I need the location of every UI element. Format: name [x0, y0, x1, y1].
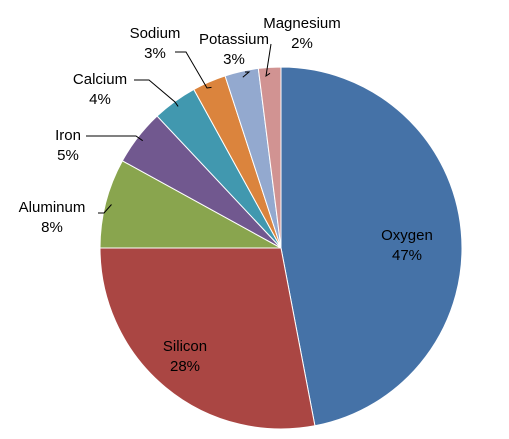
category-label-oxygen: Oxygen	[381, 227, 433, 244]
value-label-silicon: 28%	[170, 358, 200, 375]
pie-slice-oxygen	[280, 66, 463, 427]
value-label-calcium: 4%	[89, 91, 111, 108]
pie-slice-magnesium	[257, 66, 282, 249]
leader-line-sodium	[175, 51, 212, 89]
leader-line-aluminum	[98, 204, 112, 214]
value-label-potassium: 3%	[223, 51, 245, 68]
category-label-potassium: Potassium	[199, 31, 269, 48]
pie-slice-aluminum	[99, 160, 282, 249]
value-label-aluminum: 8%	[41, 219, 63, 236]
category-label-aluminum: Aluminum	[19, 199, 86, 216]
value-label-sodium: 3%	[144, 45, 166, 62]
leader-line-magnesium	[265, 43, 272, 78]
leader-line-calcium	[134, 79, 179, 107]
leader-lines	[86, 43, 272, 214]
leader-line-iron	[86, 135, 143, 142]
category-label-magnesium: Magnesium	[263, 15, 341, 32]
value-label-oxygen: 47%	[392, 247, 422, 264]
pie-slice-silicon	[99, 247, 316, 430]
category-label-iron: Iron	[55, 127, 81, 144]
value-label-iron: 5%	[57, 147, 79, 164]
value-label-magnesium: 2%	[291, 35, 313, 52]
category-label-calcium: Calcium	[73, 71, 127, 88]
leader-line-potassium	[242, 71, 251, 78]
data-labels: Oxygen 47% Silicon 28% Aluminum 8% Iron 5% Calci…	[19, 15, 433, 375]
pie-slices	[99, 66, 463, 430]
category-label-silicon: Silicon	[163, 338, 207, 355]
category-label-sodium: Sodium	[130, 25, 181, 42]
